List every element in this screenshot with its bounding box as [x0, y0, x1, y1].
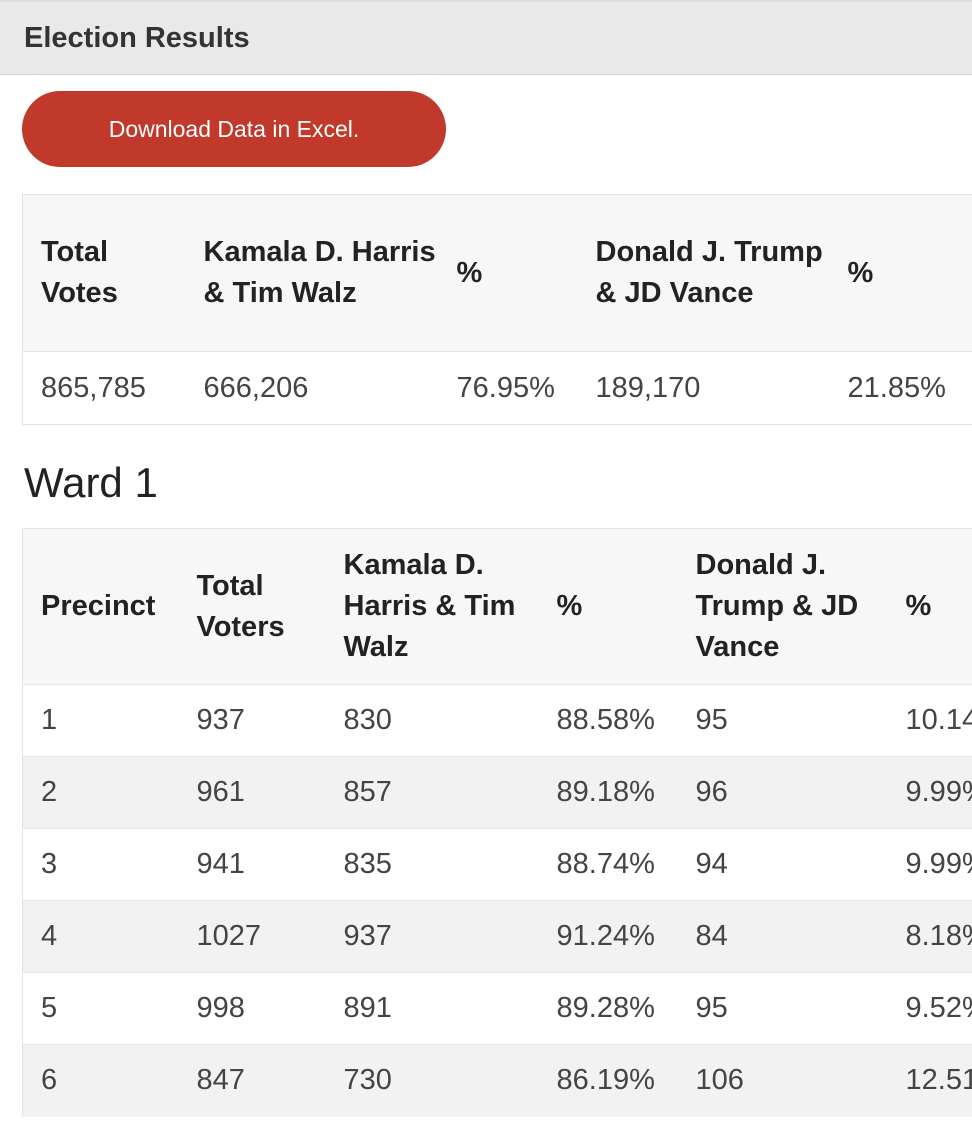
ward-header-precinct: Precinct [22, 528, 179, 685]
trump-votes-cell: 95 [695, 704, 728, 736]
summary-header-trump-percent: % [847, 256, 874, 289]
total-voters-cell: 961 [196, 776, 245, 808]
table-row: 6 847 730 86.19% 106 12.51% [22, 1044, 972, 1117]
summary-header-total-votes: Total Votes [22, 194, 186, 352]
harris-percent-cell: 88.58% [556, 704, 655, 736]
trump-votes-cell: 94 [695, 848, 728, 880]
summary-row: 865,785 666,206 76.95% 189,170 21.85% [22, 351, 972, 425]
harris-percent-cell: 89.18% [556, 776, 655, 808]
table-row: 3 941 835 88.74% 94 9.99% [22, 828, 972, 901]
precinct-cell: 6 [22, 1044, 179, 1117]
trump-votes-cell: 84 [695, 920, 728, 952]
page-header: Election Results [0, 0, 972, 75]
harris-votes-cell: 730 [343, 1064, 392, 1097]
harris-votes-cell: 937 [343, 920, 392, 952]
harris-votes-cell: 891 [343, 992, 392, 1024]
precinct-cell: 4 [22, 900, 179, 973]
summary-header-row: Total Votes Kamala D. Harris & Tim Walz … [22, 194, 972, 352]
summary-harris-votes: 666,206 [203, 371, 309, 404]
table-row: 1 937 830 88.58% 95 10.14% [22, 684, 972, 757]
ward-header-trump: Donald J. Trump & JD Vance [695, 549, 859, 663]
download-excel-button[interactable]: Download Data in Excel. [22, 91, 446, 167]
summary-harris-percent: 76.95% [456, 371, 555, 404]
harris-votes-cell: 835 [343, 848, 392, 880]
summary-total-votes: 865,785 [22, 351, 186, 425]
trump-percent-cell: 9.99% [905, 848, 972, 880]
precinct-cell: 1 [22, 684, 179, 757]
summary-table: Total Votes Kamala D. Harris & Tim Walz … [22, 194, 972, 425]
ward-title: Ward 1 [24, 459, 158, 506]
ward-table: Precinct Total Voters Kamala D. Harris &… [22, 528, 972, 1117]
summary-header-harris-percent: % [456, 256, 483, 289]
total-voters-cell: 847 [196, 1064, 245, 1097]
total-voters-cell: 941 [196, 848, 245, 880]
harris-votes-cell: 830 [343, 704, 392, 736]
harris-percent-cell: 86.19% [556, 1064, 655, 1097]
trump-votes-cell: 96 [695, 776, 728, 808]
harris-percent-cell: 89.28% [556, 992, 655, 1024]
precinct-cell: 3 [22, 828, 179, 901]
trump-percent-cell: 9.99% [905, 776, 972, 808]
trump-percent-cell: 10.14% [905, 704, 972, 736]
trump-percent-cell: 8.18% [905, 920, 972, 952]
ward-header-harris: Kamala D. Harris & Tim Walz [343, 549, 516, 663]
summary-trump-percent: 21.85% [847, 371, 946, 404]
table-row: 5 998 891 89.28% 95 9.52% [22, 972, 972, 1045]
precinct-cell: 2 [22, 756, 179, 829]
ward-header-row: Precinct Total Voters Kamala D. Harris &… [22, 528, 972, 685]
page-title: Election Results [24, 22, 250, 54]
total-voters-cell: 1027 [196, 920, 262, 952]
ward-header-trump-percent: % [905, 590, 932, 622]
ward-header-total-voters: Total Voters [196, 569, 285, 643]
trump-votes-cell: 106 [695, 1064, 744, 1097]
table-row: 4 1027 937 91.24% 84 8.18% [22, 900, 972, 973]
table-row: 2 961 857 89.18% 96 9.99% [22, 756, 972, 829]
summary-header-trump: Donald J. Trump & JD Vance [595, 236, 823, 309]
trump-percent-cell: 12.51% [905, 1064, 972, 1097]
total-voters-cell: 937 [196, 704, 245, 736]
summary-trump-votes: 189,170 [595, 371, 701, 404]
harris-percent-cell: 88.74% [556, 848, 655, 880]
ward-header-harris-percent: % [556, 590, 583, 622]
harris-votes-cell: 857 [343, 776, 392, 808]
trump-votes-cell: 95 [695, 992, 728, 1024]
harris-percent-cell: 91.24% [556, 920, 655, 952]
total-voters-cell: 998 [196, 992, 245, 1024]
summary-header-harris: Kamala D. Harris & Tim Walz [203, 236, 436, 309]
trump-percent-cell: 9.52% [905, 992, 972, 1024]
precinct-cell: 5 [22, 972, 179, 1045]
